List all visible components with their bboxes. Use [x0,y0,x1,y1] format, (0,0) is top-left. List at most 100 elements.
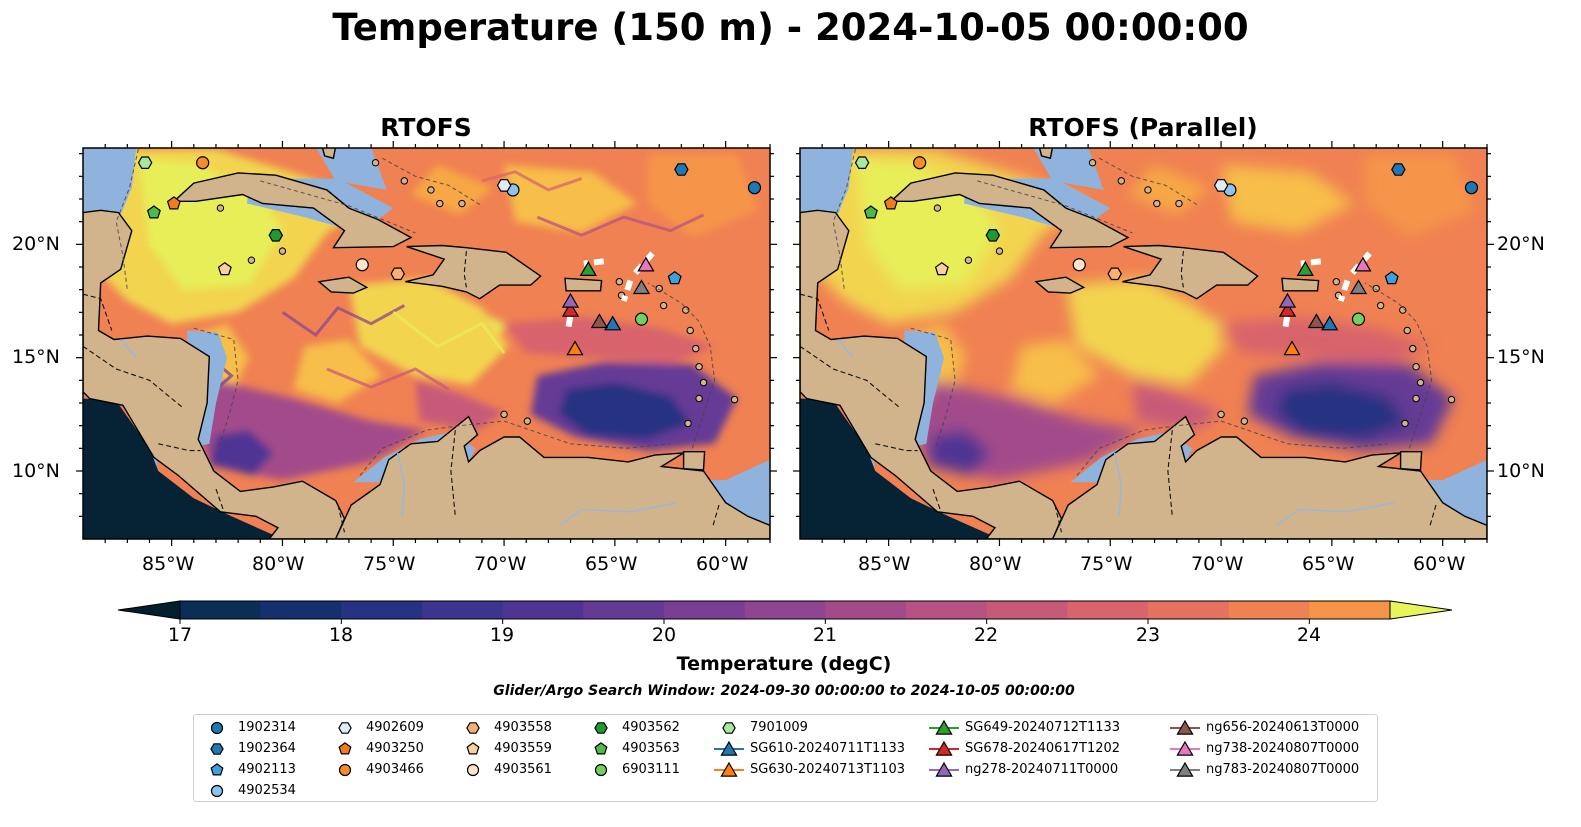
isobath-line [1076,420,1388,476]
legend-entry: 4902609 [330,718,424,736]
country-border [800,293,830,331]
obs-marker-SG610-20240711T1133 [1321,315,1339,331]
isobath-contours [115,148,716,476]
legend-marker [1176,761,1194,777]
legend-marker-icon [714,761,744,777]
obs-marker-ng656-20240613T0000 [1307,313,1326,329]
obs-marker-1902364 [1391,163,1406,176]
temperature-filament [281,304,406,338]
pacific-ocean-region [800,398,1000,539]
legend-marker-icon [929,761,959,777]
land-hispaniola [405,244,542,300]
isobath-line [1364,282,1433,449]
map-rtofs-parallel-svg [793,141,1494,546]
island [247,256,256,264]
colorbar-segment [1228,601,1310,619]
legend-entry: 4903250 [330,739,424,757]
obs-marker-4902113 [1384,270,1399,285]
lon-tick-label: 60°W [696,553,749,575]
legend-label: 4903466 [366,761,424,777]
isobath-line [832,148,856,290]
pacific-ocean-region [83,398,283,539]
temperature-region [1132,380,1222,431]
country-border [932,488,943,515]
river [559,501,678,527]
obs-marker-4902609 [1213,179,1229,192]
lat-tick-label-left: 20°N [12,233,60,255]
colorbar-tick-label: 17 [167,624,193,646]
legend-marker [935,719,953,735]
obs-marker-4903250 [166,196,181,210]
legend-marker-icon [210,743,224,755]
land-bahamas-andros [321,148,337,160]
temperature-region [1010,339,1100,403]
colorbar-segment [341,601,423,619]
legend-label: 4902609 [366,719,424,735]
colorbar-segment [906,601,988,619]
land-south-america [1051,415,1487,539]
island [1217,410,1225,419]
temperature-filament [326,367,450,391]
legend-entry: 4903561 [458,760,552,778]
island [400,177,409,185]
legend-label: 6903111 [622,761,680,777]
legend-entry: ng738-20240807T0000 [1170,739,1359,757]
temperature-region [1221,165,1354,233]
colorbar-extend-low [117,600,181,620]
island [686,326,694,335]
legend-marker-icon [466,722,480,734]
legend-marker [594,742,608,755]
legend-marker [720,761,738,777]
island [682,306,690,314]
lat-tick-label-right: 10°N [1497,460,1545,482]
map-panel-rtofs[interactable] [76,141,777,546]
island [995,247,1004,255]
map-panel-rtofs-parallel[interactable] [793,141,1494,546]
lon-tick-label: 75°W [363,553,416,575]
lat-tick-label-left: 15°N [12,346,60,368]
legend-label: SG630-20240713T1103 [750,761,906,777]
legend-entry: 6903111 [586,760,680,778]
legend-entry: ng278-20240711T0000 [929,760,1118,778]
country-border [1054,504,1063,533]
axis-ticks [793,141,1494,546]
legend-marker [720,740,738,756]
colorbar-segment [180,601,262,619]
land-central-america [83,209,346,539]
legend-marker-icon [338,742,352,755]
lat-tick-label-right: 15°N [1497,346,1545,368]
colorbar-tick-label: 21 [812,624,838,646]
obs-marker-4902113 [667,270,682,285]
temperature-region [411,165,493,215]
lon-tick-label: 65°W [1302,553,1355,575]
obs-marker-ng783-20240807T0000 [632,279,651,295]
legend-entry: 4903466 [330,760,424,778]
obs-marker-4903466 [196,156,210,170]
legend-marker [338,722,352,734]
legend-marker [466,763,480,777]
legend-marker [466,722,480,734]
isobath-line [1098,157,1200,207]
obs-marker-ng738-20240807T0000 [1354,256,1372,272]
island [1412,363,1420,371]
glider-track [1337,279,1351,302]
island [427,186,435,194]
legend-entry: SG610-20240711T1133 [714,739,905,757]
legend-marker [1176,740,1194,756]
legend-label: 1902364 [238,740,296,756]
country-border [158,443,201,452]
temperature-filament [148,238,250,265]
legend-label: 4903561 [494,761,552,777]
obs-marker-ng738-20240807T0000 [637,256,655,272]
colorbar-segment [260,601,342,619]
legend-label: 1902314 [238,719,296,735]
legend-entry: 1902364 [202,739,296,757]
island [500,410,508,419]
legend-label: 4903563 [622,740,680,756]
country-border [83,345,184,408]
legend-entry: ng656-20240613T0000 [1170,718,1359,736]
legend-marker-icon [594,722,608,734]
legend-marker [466,742,480,755]
legend-label: 4903250 [366,740,424,756]
legend-entry: 7901009 [714,718,808,736]
